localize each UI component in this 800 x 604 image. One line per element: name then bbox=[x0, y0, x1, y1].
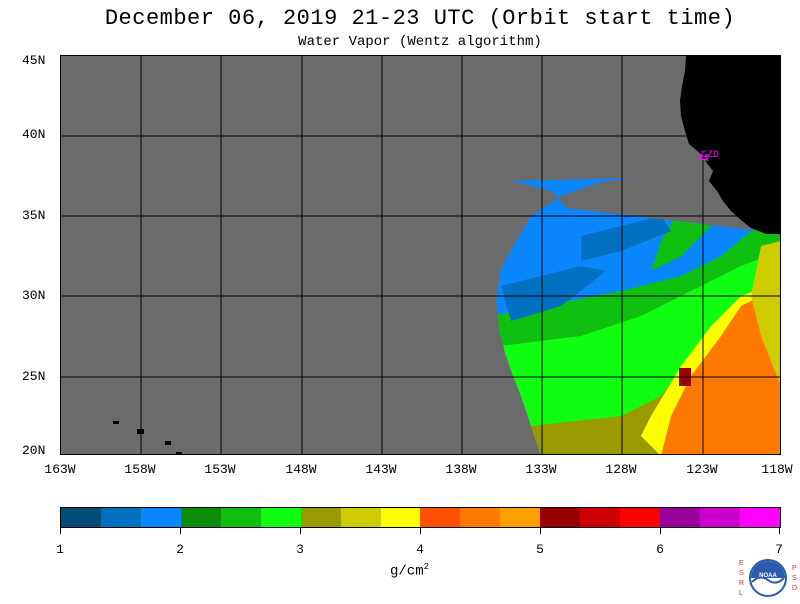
lon-label-158w: 158W bbox=[124, 462, 156, 477]
colorbar-swatch bbox=[300, 508, 341, 527]
lat-label-25n: 25N bbox=[22, 369, 46, 384]
colorbar-swatch bbox=[500, 508, 541, 527]
colorbar-swatch bbox=[700, 508, 740, 527]
map-subtitle: Water Vapor (Wentz algorithm) bbox=[298, 34, 542, 50]
colorbar-label-6: 6 bbox=[656, 542, 664, 557]
colorbar-swatch bbox=[61, 508, 101, 527]
lat-label-30n: 30N bbox=[22, 288, 46, 303]
colorbar-tick bbox=[180, 528, 181, 534]
colorbar bbox=[60, 507, 781, 528]
lat-label-35n: 35N bbox=[22, 208, 46, 223]
logo-letter-p: P bbox=[792, 565, 797, 572]
colorbar-swatch bbox=[620, 508, 661, 527]
colorbar-tick bbox=[779, 528, 780, 534]
station-label: CZD bbox=[701, 150, 719, 161]
lat-label-45n: 45N bbox=[22, 53, 46, 68]
grid-lines bbox=[61, 56, 780, 454]
logo-letter-r: R bbox=[739, 580, 744, 587]
colorbar-label-3: 3 bbox=[296, 542, 304, 557]
colorbar-tick bbox=[300, 528, 301, 534]
swath-data bbox=[496, 178, 780, 454]
colorbar-tick bbox=[420, 528, 421, 534]
colorbar-swatch bbox=[140, 508, 181, 527]
colorbar-swatch bbox=[660, 508, 700, 527]
lon-label-128w: 128W bbox=[605, 462, 637, 477]
colorbar-swatch bbox=[220, 508, 261, 527]
lon-label-133w: 133W bbox=[525, 462, 557, 477]
colorbar-label-7: 7 bbox=[775, 542, 783, 557]
colorbar-swatch bbox=[340, 508, 381, 527]
noaa-logo: E S R L P S D NOAA bbox=[738, 556, 798, 600]
colorbar-swatch bbox=[100, 508, 141, 527]
station-marker: CZD bbox=[697, 150, 719, 161]
colorbar-tick bbox=[660, 528, 661, 534]
colorbar-tick bbox=[540, 528, 541, 534]
hawaii-islands bbox=[113, 421, 182, 454]
colorbar-swatch bbox=[580, 508, 621, 527]
colorbar-units: g/cm2 bbox=[390, 562, 430, 580]
colorbar-label-5: 5 bbox=[536, 542, 544, 557]
logo-letter-s2: S bbox=[792, 575, 797, 582]
logo-letter-e: E bbox=[739, 560, 744, 567]
logo-letter-s: S bbox=[739, 570, 744, 577]
logo-noaa-text: NOAA bbox=[759, 573, 777, 579]
lon-label-123w: 123W bbox=[686, 462, 718, 477]
lat-label-40n: 40N bbox=[22, 127, 46, 142]
colorbar-swatch bbox=[420, 508, 461, 527]
colorbar-swatch bbox=[460, 508, 501, 527]
colorbar-swatch bbox=[260, 508, 301, 527]
water-vapor-map: CZD bbox=[60, 55, 781, 455]
colorbar-swatch bbox=[180, 508, 221, 527]
colorbar-label-2: 2 bbox=[176, 542, 184, 557]
lon-label-118w: 118W bbox=[761, 462, 793, 477]
colorbar-swatch bbox=[739, 508, 780, 527]
lat-label-20n: 20N bbox=[22, 443, 46, 458]
colorbar-tick bbox=[60, 528, 61, 534]
logo-letter-l: L bbox=[739, 590, 743, 597]
logo-letter-d: D bbox=[792, 585, 797, 592]
lon-label-163w: 163W bbox=[44, 462, 76, 477]
lon-label-153w: 153W bbox=[204, 462, 236, 477]
land-mass bbox=[680, 56, 780, 234]
colorbar-swatch bbox=[380, 508, 421, 527]
colorbar-label-1: 1 bbox=[56, 542, 64, 557]
map-title: December 06, 2019 21-23 UTC (Orbit start… bbox=[104, 6, 736, 31]
lon-label-148w: 148W bbox=[285, 462, 317, 477]
lon-label-143w: 143W bbox=[365, 462, 397, 477]
colorbar-label-4: 4 bbox=[416, 542, 424, 557]
colorbar-swatch bbox=[540, 508, 581, 527]
lon-label-138w: 138W bbox=[445, 462, 477, 477]
